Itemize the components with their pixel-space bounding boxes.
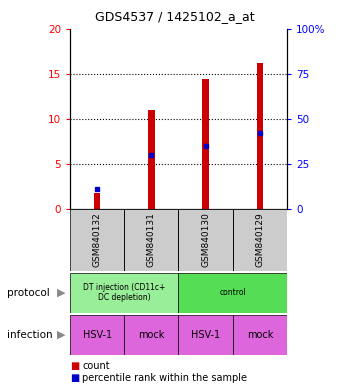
- Text: GSM840129: GSM840129: [256, 213, 264, 267]
- Bar: [124, 315, 178, 355]
- Bar: [233, 209, 287, 271]
- Bar: [70, 273, 178, 313]
- Text: percentile rank within the sample: percentile rank within the sample: [82, 373, 247, 383]
- Bar: [70, 209, 124, 271]
- Text: DT injection (CD11c+
DC depletion): DT injection (CD11c+ DC depletion): [83, 283, 166, 303]
- Text: mock: mock: [247, 330, 273, 340]
- Text: ■: ■: [70, 373, 79, 383]
- Text: ▶: ▶: [57, 330, 65, 340]
- Bar: [257, 63, 263, 209]
- Text: ▶: ▶: [57, 288, 65, 298]
- Bar: [70, 315, 124, 355]
- Text: GDS4537 / 1425102_a_at: GDS4537 / 1425102_a_at: [95, 10, 255, 23]
- Text: HSV-1: HSV-1: [83, 330, 112, 340]
- Text: HSV-1: HSV-1: [191, 330, 220, 340]
- Text: GSM840131: GSM840131: [147, 213, 156, 267]
- Text: control: control: [219, 288, 246, 297]
- Text: protocol: protocol: [7, 288, 50, 298]
- Bar: [94, 193, 100, 209]
- Text: GSM840130: GSM840130: [201, 213, 210, 267]
- Bar: [202, 79, 209, 209]
- Bar: [178, 273, 287, 313]
- Bar: [178, 209, 233, 271]
- Text: ■: ■: [70, 361, 79, 371]
- Text: infection: infection: [7, 330, 52, 340]
- Bar: [148, 110, 155, 209]
- Text: mock: mock: [138, 330, 164, 340]
- Bar: [233, 315, 287, 355]
- Bar: [178, 315, 233, 355]
- Bar: [124, 209, 178, 271]
- Text: GSM840132: GSM840132: [93, 213, 101, 267]
- Text: count: count: [82, 361, 110, 371]
